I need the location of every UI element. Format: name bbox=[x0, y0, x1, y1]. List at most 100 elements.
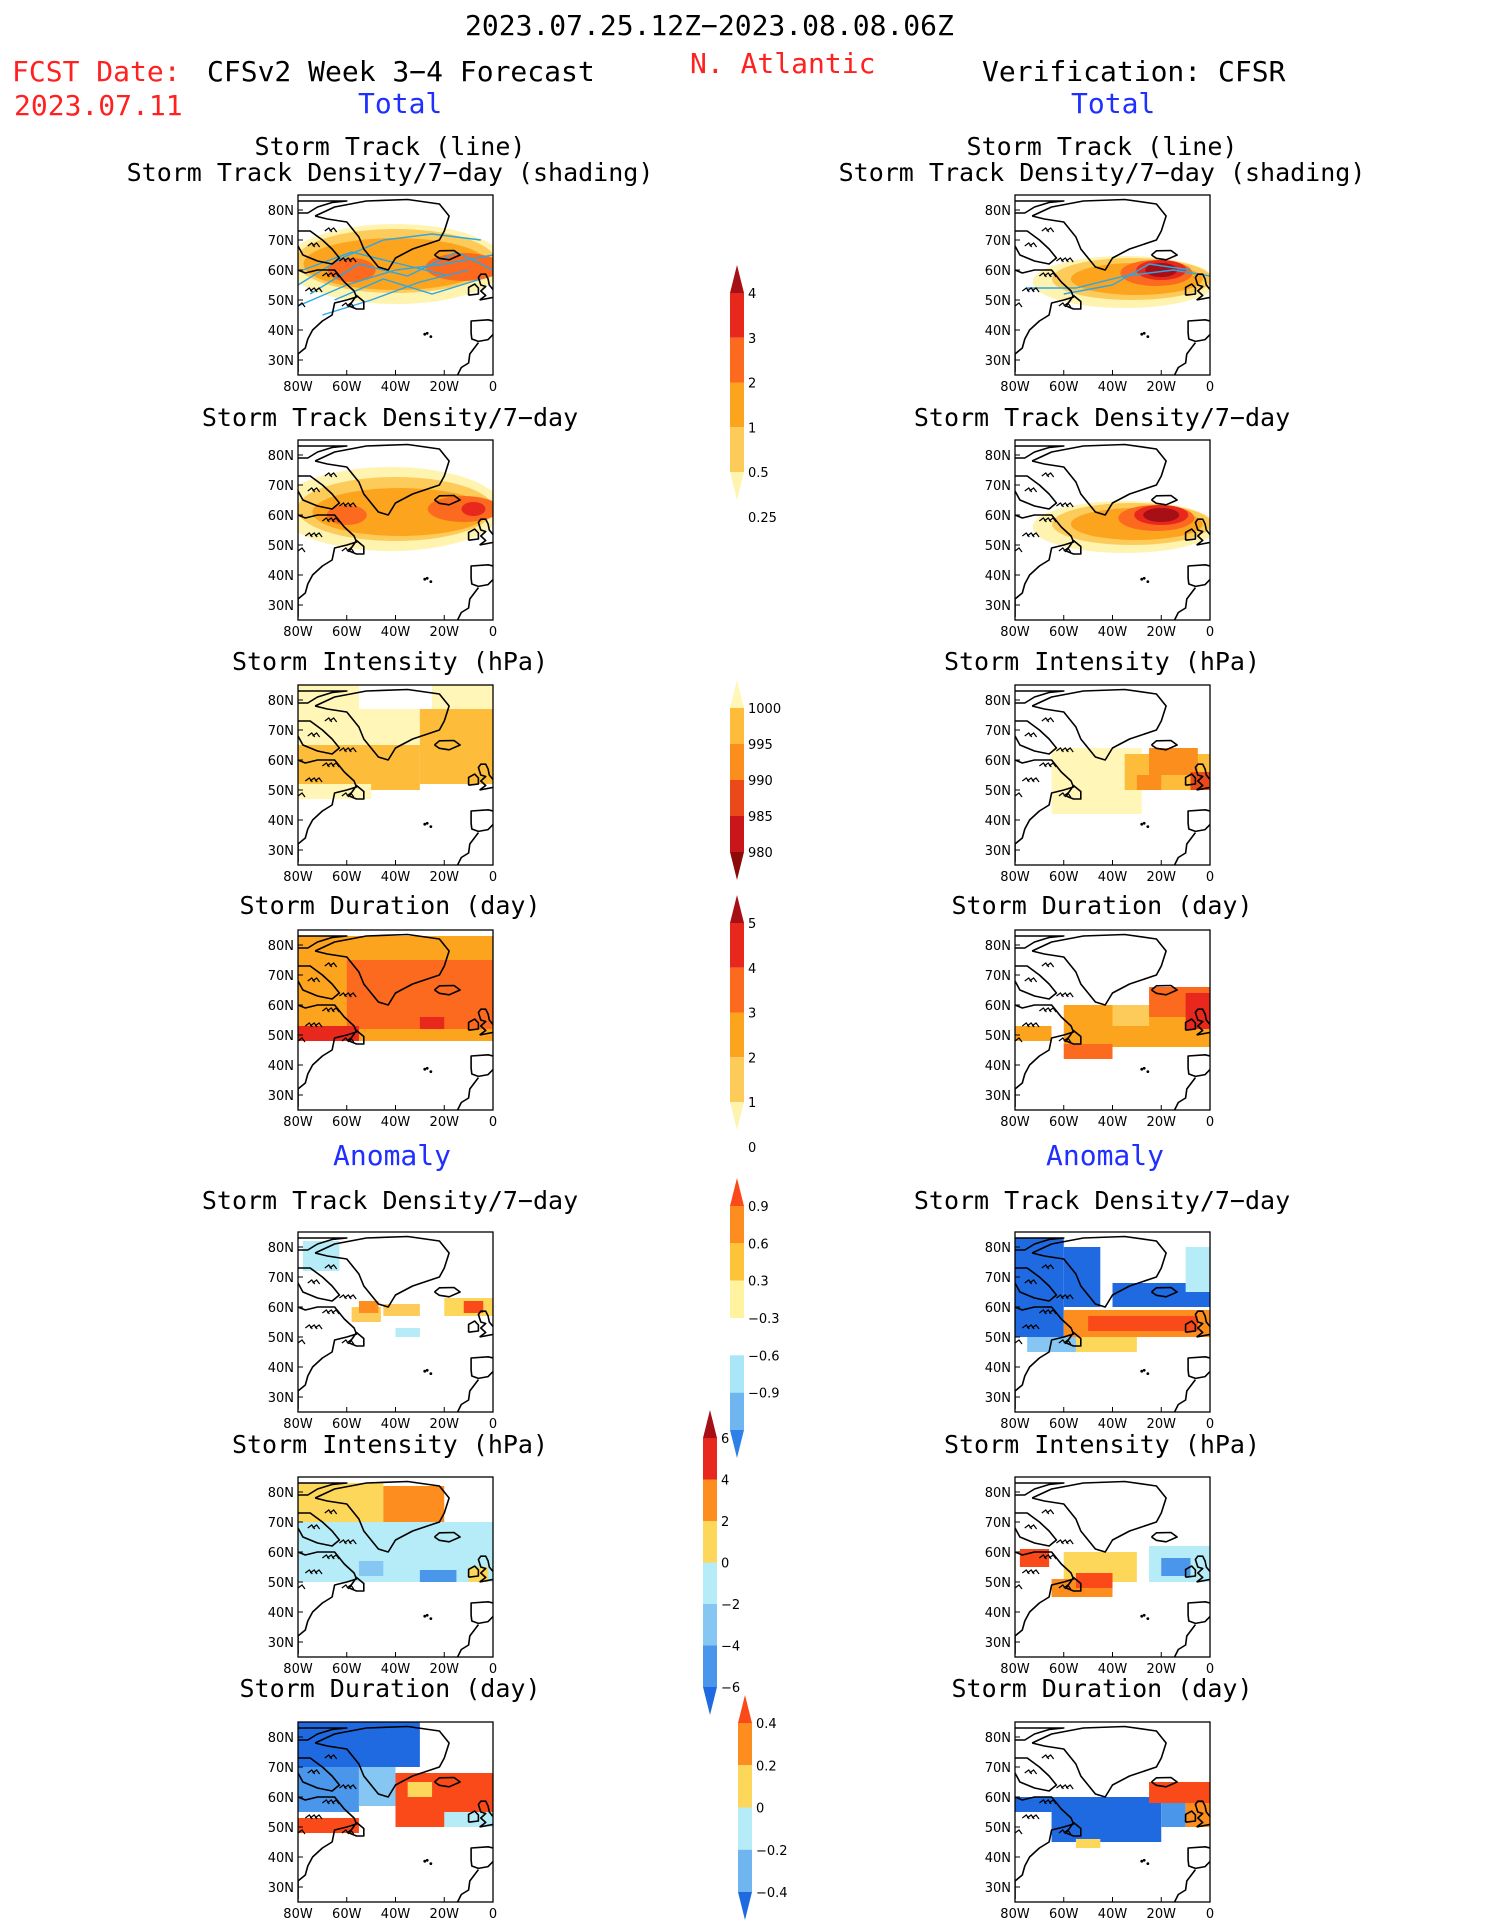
coastline bbox=[298, 1004, 358, 1107]
x-tick-label: 20W bbox=[430, 870, 460, 885]
colorbar-segment bbox=[703, 1562, 717, 1604]
colorbar-extend bbox=[703, 1410, 717, 1438]
colorbar-label: −0.3 bbox=[748, 1312, 780, 1327]
coastline bbox=[1031, 443, 1167, 516]
storm-track-line bbox=[322, 269, 469, 316]
colorbar-segment bbox=[703, 1604, 717, 1646]
coastline bbox=[1184, 1320, 1197, 1333]
coastline-detail bbox=[304, 1022, 313, 1028]
coastline-detail bbox=[304, 1324, 313, 1330]
y-tick-label: 60N bbox=[268, 1791, 294, 1806]
x-tick-label: 20W bbox=[430, 1417, 460, 1432]
island-dot bbox=[1140, 1067, 1144, 1071]
coastline-detail bbox=[298, 547, 306, 553]
coastline bbox=[348, 294, 365, 310]
y-tick-label: 70N bbox=[268, 724, 294, 739]
island-dot bbox=[1146, 1862, 1150, 1865]
coastline bbox=[298, 1267, 341, 1302]
coastline-detail bbox=[1039, 272, 1047, 278]
x-tick-label: 60W bbox=[1049, 1417, 1079, 1432]
coastline bbox=[470, 809, 493, 833]
grid-cell bbox=[1075, 1573, 1113, 1588]
y-tick-label: 50N bbox=[985, 294, 1011, 309]
colorbar-4: 0.9 0.6 0.3 −0.3 −0.6 −0.9 bbox=[730, 1178, 780, 1458]
coastline bbox=[298, 1512, 341, 1547]
y-tick-label: 60N bbox=[985, 264, 1011, 279]
x-tick-label: 20W bbox=[1147, 625, 1177, 640]
colorbar-segment bbox=[730, 780, 744, 816]
grid-cell bbox=[1161, 1558, 1191, 1576]
coastline bbox=[477, 273, 493, 301]
coastline bbox=[1031, 1235, 1167, 1308]
y-tick-label: 50N bbox=[985, 1029, 1011, 1044]
coastline bbox=[1150, 494, 1178, 506]
coastline-detail bbox=[1015, 302, 1023, 308]
island-dot bbox=[423, 1067, 427, 1071]
x-tick-label: 0 bbox=[1206, 1662, 1214, 1677]
coastline bbox=[470, 564, 493, 588]
y-tick-label: 80N bbox=[985, 694, 1011, 709]
y-tick-label: 80N bbox=[985, 939, 1011, 954]
colorbar-segment bbox=[730, 1280, 744, 1318]
island-dot bbox=[429, 1617, 433, 1620]
coastline bbox=[467, 1320, 480, 1333]
coastline bbox=[1150, 739, 1178, 751]
y-tick-label: 40N bbox=[985, 814, 1011, 829]
x-tick-label: 40W bbox=[1098, 870, 1128, 885]
coastline bbox=[1065, 1029, 1082, 1045]
coastline bbox=[348, 1576, 365, 1592]
island-dot bbox=[1146, 580, 1150, 583]
coastline bbox=[298, 1482, 348, 1496]
coastline-detail bbox=[1056, 1784, 1064, 1790]
coastline bbox=[1194, 763, 1210, 791]
colorbar-segment bbox=[730, 427, 744, 472]
x-tick-label: 40W bbox=[381, 1417, 411, 1432]
y-tick-label: 70N bbox=[268, 1271, 294, 1286]
island-dot bbox=[425, 1613, 429, 1617]
grid-cell bbox=[302, 1241, 340, 1271]
coastline bbox=[477, 1008, 493, 1036]
x-tick-label: 60W bbox=[332, 870, 362, 885]
coastline bbox=[298, 1796, 358, 1899]
coastline bbox=[433, 739, 461, 751]
coastline bbox=[1065, 539, 1082, 555]
coastline-detail bbox=[1021, 1569, 1030, 1575]
verification-anomaly-density-panel-field bbox=[1015, 1235, 1210, 1412]
colorbar-label: 4 bbox=[721, 1474, 729, 1489]
verification-duration-panel: 80W 60W 40W 20W 0 80N 70N 60N 50N 40N 30N bbox=[985, 929, 1214, 1130]
colorbar-label: 995 bbox=[748, 738, 773, 753]
colorbar-segment bbox=[703, 1479, 717, 1521]
coastline-detail bbox=[307, 487, 316, 493]
coastline-detail bbox=[1015, 1584, 1023, 1590]
grid-cell bbox=[383, 1304, 420, 1316]
coastline bbox=[1065, 1576, 1082, 1592]
coastline bbox=[298, 690, 348, 704]
x-tick-label: 60W bbox=[332, 1115, 362, 1130]
coastline bbox=[1015, 1306, 1075, 1409]
coastline bbox=[1187, 1601, 1210, 1625]
coastline-detail bbox=[1021, 1814, 1030, 1820]
panel-title: Storm Duration (day) bbox=[239, 891, 541, 920]
model-title: CFSv2 Week 3−4 Forecast bbox=[207, 55, 595, 88]
colorbar-label: 980 bbox=[748, 846, 773, 861]
y-tick-label: 50N bbox=[985, 1821, 1011, 1836]
y-tick-label: 40N bbox=[985, 1059, 1011, 1074]
y-tick-label: 80N bbox=[268, 1731, 294, 1746]
anomaly-label-forecast: Anomaly bbox=[333, 1139, 452, 1172]
coastline bbox=[477, 1800, 493, 1828]
storm-track-line bbox=[334, 278, 482, 301]
coastline-detail bbox=[341, 1037, 350, 1043]
grid-cell bbox=[358, 1767, 396, 1806]
coastline bbox=[1015, 269, 1075, 372]
coastline bbox=[1065, 1821, 1082, 1837]
coastline-detail bbox=[304, 287, 313, 293]
x-tick-label: 80W bbox=[1000, 1662, 1030, 1677]
colorbar-label: 0 bbox=[756, 1802, 764, 1817]
y-tick-label: 30N bbox=[985, 599, 1011, 614]
colorbar-label: 1 bbox=[748, 1096, 756, 1111]
panel-title: Storm Track Density/7−day bbox=[913, 403, 1291, 432]
coastline bbox=[298, 200, 348, 214]
colorbar-label: 1 bbox=[748, 421, 756, 436]
colorbar-label: 5 bbox=[748, 917, 756, 932]
island-dot bbox=[425, 821, 429, 825]
